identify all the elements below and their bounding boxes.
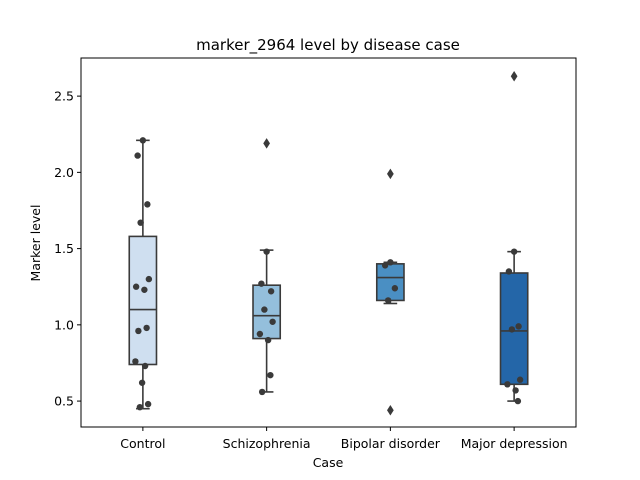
x-tick-label: Schizophrenia xyxy=(223,436,311,451)
data-point xyxy=(381,262,389,269)
data-point xyxy=(267,371,274,379)
data-point xyxy=(384,297,392,304)
data-point xyxy=(269,318,276,325)
data-point xyxy=(264,336,272,344)
data-point xyxy=(135,327,142,335)
strip-points-2 xyxy=(256,248,276,396)
box-group-3 xyxy=(375,168,405,416)
y-axis-label: Marker level xyxy=(28,205,43,282)
strip-points-1 xyxy=(132,137,153,411)
data-point xyxy=(141,286,148,293)
x-tick-label: Control xyxy=(120,436,165,451)
data-point xyxy=(137,219,144,226)
data-point xyxy=(515,323,522,330)
x-tick-label: Bipolar disorder xyxy=(341,436,441,451)
box-iqr xyxy=(128,235,158,366)
plot-frame xyxy=(80,57,577,428)
axes xyxy=(80,57,577,428)
data-point xyxy=(508,326,516,333)
outlier-point xyxy=(387,404,394,416)
box-group-2 xyxy=(252,138,282,393)
data-point xyxy=(258,280,265,287)
data-point xyxy=(136,403,144,411)
data-point xyxy=(258,388,266,396)
x-axis-ticks: Control Schizophrenia Bipolar disorder Majo… xyxy=(120,427,568,451)
outlier-point xyxy=(387,168,394,180)
data-point xyxy=(132,358,139,365)
x-tick-label: Major depression xyxy=(461,436,568,451)
strip-points-4 xyxy=(504,248,524,405)
y-tick-label: 2.0 xyxy=(54,165,74,180)
box-group-4 xyxy=(499,71,529,402)
data-point xyxy=(263,248,270,255)
outlier-point xyxy=(263,138,270,149)
box-iqr xyxy=(375,263,405,302)
y-axis-ticks: 0.5 1.0 1.5 2.0 2.5 xyxy=(54,89,81,409)
data-point xyxy=(510,248,518,255)
data-point xyxy=(143,324,150,332)
data-point xyxy=(144,201,151,208)
strip-points-3 xyxy=(381,259,399,304)
x-axis-label: Case xyxy=(313,455,344,470)
data-point xyxy=(505,268,513,275)
data-point xyxy=(267,288,275,295)
y-tick-label: 2.5 xyxy=(54,89,74,104)
data-point xyxy=(132,283,140,290)
box-iqr xyxy=(252,284,282,340)
data-point xyxy=(504,381,511,388)
data-point xyxy=(391,285,399,292)
data-point xyxy=(139,137,147,144)
y-tick-label: 1.0 xyxy=(54,317,74,332)
data-point xyxy=(138,379,146,386)
plot-area xyxy=(128,71,529,416)
data-point xyxy=(145,275,153,283)
data-point xyxy=(512,387,519,394)
data-point xyxy=(144,400,152,408)
data-point xyxy=(261,306,268,313)
y-tick-label: 1.5 xyxy=(54,241,74,256)
chart-title: marker_2964 level by disease case xyxy=(196,36,460,55)
data-point xyxy=(256,330,264,338)
box-group-1 xyxy=(128,139,158,410)
outlier-point xyxy=(510,71,518,82)
data-point xyxy=(134,152,141,159)
data-point xyxy=(141,362,149,370)
y-tick-label: 0.5 xyxy=(54,394,74,409)
data-point xyxy=(514,397,522,405)
data-point xyxy=(387,259,394,266)
data-point xyxy=(516,376,524,383)
